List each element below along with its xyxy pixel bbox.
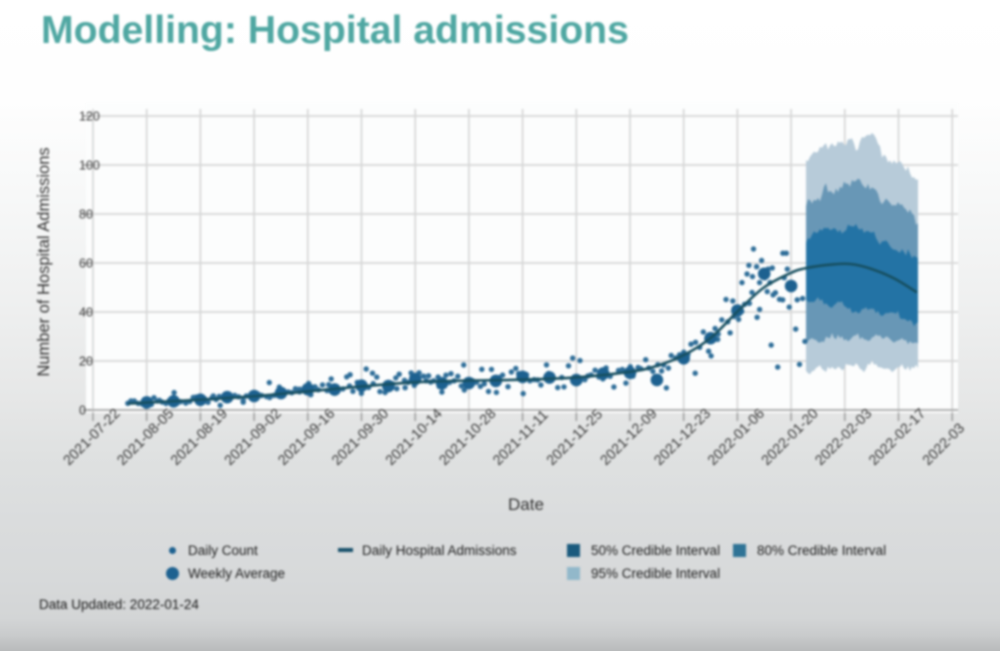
svg-text:2021-08-05: 2021-08-05 — [114, 406, 177, 469]
svg-text:80: 80 — [79, 208, 93, 222]
svg-text:60: 60 — [79, 257, 93, 271]
svg-text:120: 120 — [79, 110, 100, 124]
svg-text:2021-10-14: 2021-10-14 — [383, 406, 446, 469]
svg-text:2021-11-25: 2021-11-25 — [544, 407, 606, 469]
svg-text:2021-11-11: 2021-11-11 — [490, 407, 552, 469]
svg-text:2022-01-20: 2022-01-20 — [759, 406, 822, 469]
svg-text:2021-09-16: 2021-09-16 — [275, 406, 338, 469]
svg-text:2021-08-19: 2021-08-19 — [168, 406, 231, 469]
svg-text:2022-01-06: 2022-01-06 — [705, 406, 768, 469]
svg-text:2021-09-30: 2021-09-30 — [329, 406, 392, 469]
svg-text:2022-03: 2022-03 — [920, 420, 968, 468]
svg-text:0: 0 — [79, 404, 86, 418]
svg-text:2021-12-23: 2021-12-23 — [651, 406, 714, 469]
svg-text:2022-02-17: 2022-02-17 — [866, 406, 929, 469]
svg-text:40: 40 — [79, 306, 93, 320]
svg-text:2021-07-22: 2021-07-22 — [61, 406, 124, 469]
svg-text:Number of Hospital Admissions: Number of Hospital Admissions — [35, 147, 53, 376]
svg-text:2021-12-09: 2021-12-09 — [598, 406, 661, 469]
svg-text:2021-09-02: 2021-09-02 — [222, 406, 285, 469]
svg-text:100: 100 — [79, 159, 100, 173]
svg-text:20: 20 — [79, 355, 93, 369]
svg-text:Date: Date — [508, 495, 544, 514]
svg-text:2021-10-28: 2021-10-28 — [436, 406, 499, 469]
svg-text:2022-02-03: 2022-02-03 — [812, 406, 875, 469]
